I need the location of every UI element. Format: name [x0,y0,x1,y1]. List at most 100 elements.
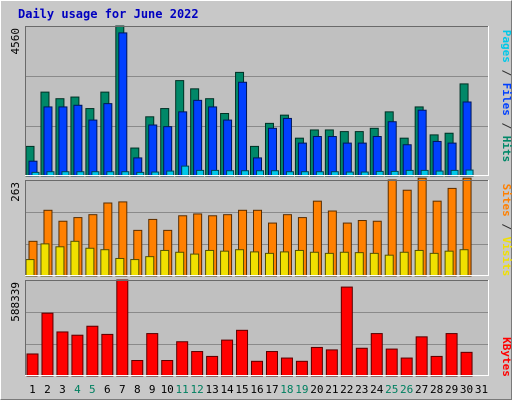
x-tick-label: 9 [149,383,156,396]
files-bar [58,106,68,177]
kbytes-bar [71,334,84,377]
visits-bar [115,257,125,277]
legend-part: KBytes [500,337,512,377]
panel-2: 263 Sites / Visits [9,177,512,277]
kbytes-bar [86,325,99,377]
kbytes-bar [176,341,189,377]
kbytes-bar [430,355,443,377]
kbytes-bar [251,360,264,377]
visits-bar [145,256,155,277]
x-tick-label: 24 [370,383,384,396]
visits-bar [279,251,289,277]
pages-bar [181,165,190,177]
x-tick-label: 2 [44,383,51,396]
kbytes-bar [236,329,249,377]
kbytes-bar [340,286,353,377]
visits-bar [444,250,454,277]
files-bar [342,142,352,177]
visits-bar [264,252,274,277]
kbytes-bar [325,349,338,377]
files-bar [148,124,158,177]
files-bar [223,119,233,177]
x-tick-label: 17 [265,383,278,396]
x-tick-label: 31 [475,383,488,396]
visits-bar [220,250,230,277]
legend-part: Sites [500,184,512,217]
files-bar [238,81,248,177]
files-bar [417,109,427,177]
files-bar [387,121,397,177]
x-tick-label: 11 [176,383,189,396]
x-tick-label: 19 [295,383,308,396]
kbytes-axis-max-label: 588339 [9,282,22,322]
kbytes-bar [460,351,473,377]
x-tick-label: 12 [191,383,204,396]
x-tick-label: 1 [29,383,36,396]
x-tick-label: 22 [340,383,353,396]
x-tick-label: 25 [385,383,398,396]
x-tick-label: 15 [235,383,248,396]
x-tick-label: 8 [134,383,141,396]
files-bar [73,104,83,177]
visits-bar [339,251,349,277]
files-bar [267,127,277,177]
visits-bar [354,252,364,277]
visits-bar [70,240,80,277]
visits-bar [25,259,35,277]
visits-bar [414,249,424,277]
x-tick-label: 16 [250,383,263,396]
kbytes-bar [41,312,54,377]
legend-part: / [500,116,512,136]
x-tick-label: 3 [59,383,66,396]
visits-bar [250,251,260,277]
chart-title: Daily usage for June 2022 [18,7,199,21]
panel-3: 588339 KBytes [9,279,512,377]
legend-part: Pages [500,30,512,63]
visits-bar [384,254,394,277]
x-tick-label: 28 [430,383,443,396]
visits-bar [175,251,185,277]
kbytes-bar [161,359,174,377]
x-tick-label: 30 [460,383,473,396]
kbytes-bar [206,355,219,377]
visits-bar [459,249,469,277]
kbytes-bar [56,331,69,377]
x-tick-label: 18 [280,383,293,396]
visits-bar [190,253,200,277]
visits-bar [205,249,215,277]
x-tick-label: 6 [104,383,111,396]
visits-bar [429,252,439,277]
files-bar [372,136,382,177]
visits-bar [235,249,245,277]
kbytes-bar [280,357,293,377]
files-bar [118,32,128,177]
panel-1: 4560 Pages / Files / Hits [9,25,512,177]
x-tick-label: 13 [205,383,218,396]
files-bar [282,117,292,177]
files-bar [327,136,337,177]
x-tick-label: 21 [325,383,338,396]
visits-bar [160,249,170,277]
files-bar [208,106,218,177]
x-tick-label: 4 [74,383,81,396]
kbytes-legend: KBytes [500,337,512,377]
x-tick-label: 10 [161,383,174,396]
legend-part: Files [500,83,512,116]
x-tick-label: 5 [89,383,96,396]
kbytes-bar [116,279,129,377]
visits-bar [55,246,65,277]
x-tick-label: 26 [400,383,413,396]
x-tick-label: 27 [415,383,428,396]
kbytes-bar [445,333,458,377]
files-bar [357,142,367,177]
files-bar [312,136,322,177]
files-bar [43,106,53,177]
legend-part: / [500,63,512,83]
kbytes-bar [191,351,204,377]
visits-axis-max-label: 263 [9,182,22,202]
visits-bar [399,251,409,277]
files-bar [297,142,307,177]
x-tick-label: 20 [310,383,323,396]
visits-bar [40,243,50,277]
